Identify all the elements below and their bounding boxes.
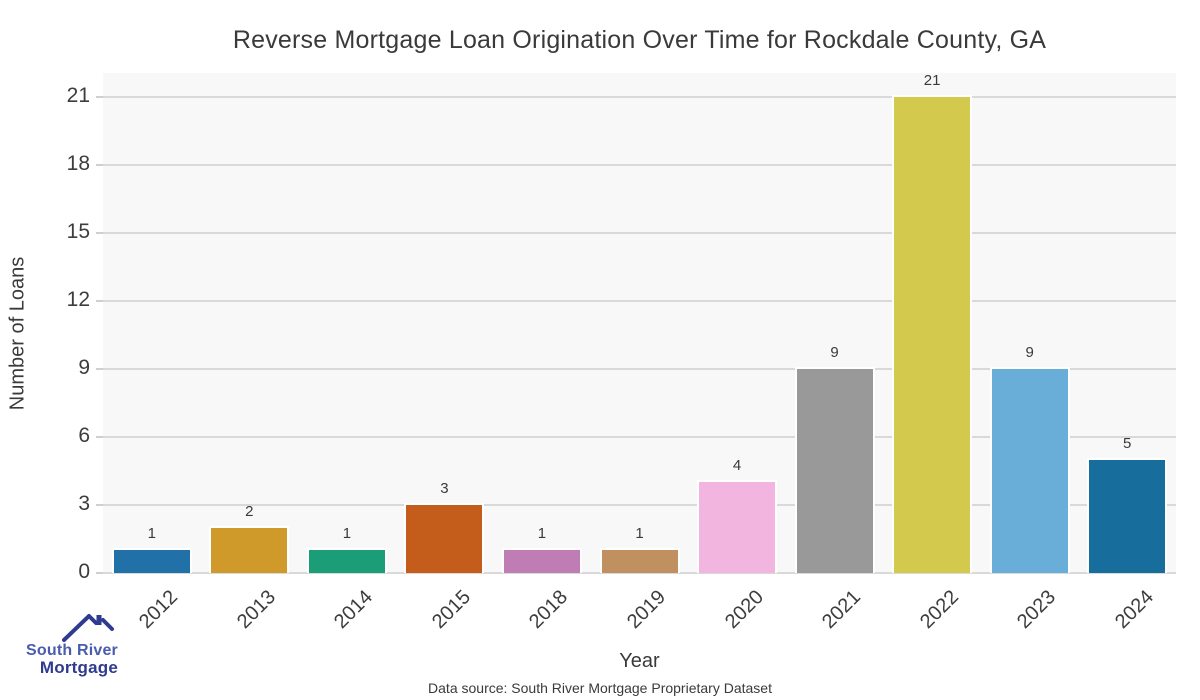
y-tick-mark-6	[96, 436, 103, 438]
gridline-y9	[103, 368, 1176, 370]
y-tick-label-0: 0	[78, 560, 90, 583]
logo-text-line1: South River	[26, 642, 118, 659]
bar-2020	[697, 480, 778, 573]
y-tick-mark-18	[96, 164, 103, 166]
bar-2022	[892, 95, 973, 573]
x-axis-title: Year	[619, 650, 660, 672]
bar-value-label-2014: 1	[342, 525, 352, 543]
y-tick-label-15: 15	[66, 220, 90, 243]
bar-2018	[501, 548, 582, 573]
gridline-y0	[103, 572, 1176, 574]
x-tick-label-2021: 2021	[818, 586, 866, 634]
logo-text-line2: Mortgage	[39, 658, 118, 677]
x-tick-label-2019: 2019	[623, 586, 671, 634]
y-tick-label-18: 18	[66, 152, 90, 175]
y-tick-mark-12	[96, 300, 103, 302]
gridline-y3	[103, 504, 1176, 506]
gridline-y21	[103, 96, 1176, 98]
x-tick-label-2024: 2024	[1110, 586, 1158, 634]
bar-value-label-2013: 2	[245, 502, 254, 520]
company-logo: South River Mortgage	[18, 612, 118, 677]
gridline-y18	[103, 164, 1176, 166]
bar-value-label-2015: 3	[440, 480, 449, 497]
y-tick-label-6: 6	[78, 424, 90, 447]
bar-value-label-2019: 1	[635, 525, 644, 543]
bar-value-label-2021: 9	[830, 344, 839, 361]
bar-2021	[794, 367, 875, 573]
y-tick-label-3: 3	[78, 492, 90, 515]
y-tick-mark-0	[96, 572, 103, 574]
x-tick-label-2013: 2013	[232, 586, 280, 634]
y-tick-mark-15	[96, 232, 103, 234]
y-tick-mark-21	[96, 96, 103, 98]
bar-2015	[404, 503, 485, 573]
gridline-y12	[103, 300, 1176, 302]
bar-2013	[209, 525, 290, 573]
bar-2014	[306, 548, 387, 573]
y-tick-label-9: 9	[78, 356, 90, 379]
y-tick-label-12: 12	[66, 288, 90, 311]
y-tick-mark-3	[96, 504, 103, 506]
bar-2012	[111, 548, 192, 573]
bar-2024	[1087, 457, 1168, 573]
gridline-y15	[103, 232, 1176, 234]
data-source-note: Data source: South River Mortgage Propri…	[428, 680, 772, 696]
x-tick-label-2014: 2014	[330, 586, 378, 634]
x-tick-label-2022: 2022	[915, 586, 963, 634]
x-tick-label-2020: 2020	[720, 586, 768, 634]
chart-title: Reverse Mortgage Loan Origination Over T…	[232, 26, 1047, 54]
bar-value-label-2012: 1	[147, 525, 156, 543]
x-tick-label-2012: 2012	[135, 586, 183, 634]
plot-panel: 1 2 1 3 1 1 4 9 21 9 5	[103, 72, 1176, 574]
bar-value-label-2023: 9	[1025, 344, 1034, 361]
y-tick-mark-9	[96, 368, 103, 370]
y-axis-title: Number of Loans	[6, 256, 29, 411]
gridline-y6	[103, 436, 1176, 438]
bar-value-label-2020: 4	[732, 457, 742, 475]
x-tick-label-2023: 2023	[1013, 586, 1061, 634]
house-roof-icon	[62, 614, 114, 642]
bar-value-label-2018: 1	[537, 525, 547, 543]
bar-value-label-2022: 21	[923, 72, 941, 89]
bar-value-label-2024: 5	[1123, 434, 1132, 452]
y-tick-label-21: 21	[66, 84, 90, 107]
x-tick-label-2018: 2018	[525, 586, 573, 634]
bar-2019	[599, 548, 680, 573]
x-tick-label-2015: 2015	[427, 586, 475, 634]
bar-2023	[989, 367, 1070, 573]
